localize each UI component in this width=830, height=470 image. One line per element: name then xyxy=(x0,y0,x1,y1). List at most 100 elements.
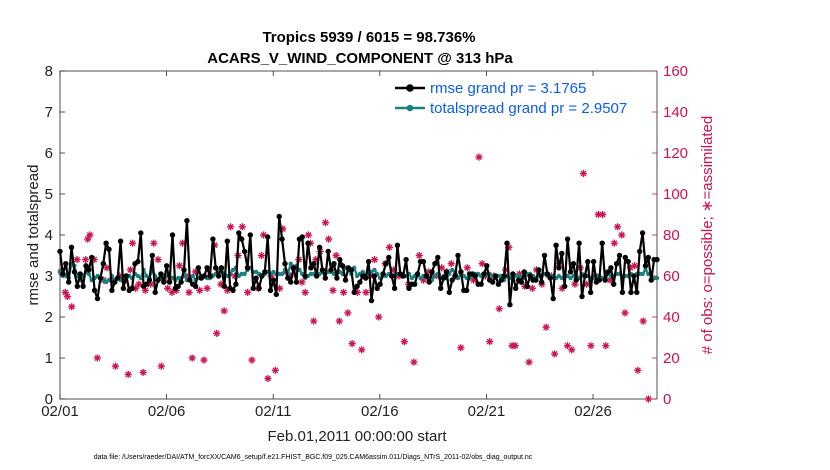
obs-marker xyxy=(525,358,533,366)
rmse-point xyxy=(161,279,167,285)
rmse-point xyxy=(97,275,104,281)
rmse-point xyxy=(351,289,357,296)
x-tick-label: 02/16 xyxy=(361,403,399,420)
rmse-point xyxy=(368,297,375,304)
rmse-point xyxy=(331,261,337,267)
y-tick-label: 3 xyxy=(45,268,53,285)
rmse-point xyxy=(175,283,181,289)
rmse-point xyxy=(241,248,248,255)
rmse-point xyxy=(80,283,86,289)
rmse-point xyxy=(74,283,81,289)
rmse-point xyxy=(654,256,660,263)
y-axis-right: 0 20 40 60 80 100 120 140 160 xyxy=(652,63,688,408)
obs-marker xyxy=(304,231,312,239)
rmse-point xyxy=(616,252,623,259)
rmse-point xyxy=(305,240,311,246)
rmse-point xyxy=(123,273,129,279)
obs-marker xyxy=(634,366,642,374)
obs-marker xyxy=(213,329,221,337)
rmse-point xyxy=(423,273,429,279)
rmse-point xyxy=(302,273,308,279)
rmse-point xyxy=(192,283,199,289)
rmse-point xyxy=(155,277,161,283)
rmse-point xyxy=(365,258,372,265)
rmse-point xyxy=(527,273,533,279)
rmse-point xyxy=(187,277,193,283)
rmse-point xyxy=(138,230,144,236)
obs-marker xyxy=(73,256,81,264)
obs-marker xyxy=(264,374,272,383)
obs-marker xyxy=(400,338,408,346)
obs-marker xyxy=(301,288,309,296)
rmse-point xyxy=(625,258,631,265)
rmse-point xyxy=(414,271,421,277)
rmse-point xyxy=(86,267,92,273)
rmse-point xyxy=(293,279,300,285)
y-tick-label: 2 xyxy=(45,309,53,326)
rmse-point xyxy=(63,261,69,267)
rmse-point xyxy=(596,277,602,283)
rmse-point xyxy=(599,240,605,246)
plot-area xyxy=(59,70,658,400)
obs-marker xyxy=(579,169,588,178)
rmse-point xyxy=(342,277,349,283)
rmse-point xyxy=(426,279,432,285)
obs-marker xyxy=(257,251,266,260)
rmse-point xyxy=(553,242,559,248)
rmse-point xyxy=(244,265,251,271)
rmse-point xyxy=(432,261,438,267)
rmse-point xyxy=(538,279,545,285)
rmse-point xyxy=(501,273,507,279)
rmse-point xyxy=(322,275,328,281)
rmse-point xyxy=(270,277,277,283)
rmse-point xyxy=(570,261,577,267)
obs-marker xyxy=(200,356,208,364)
rmse-point xyxy=(608,265,614,271)
rmse-point xyxy=(290,265,297,271)
rmse-point xyxy=(412,281,418,287)
obs-marker xyxy=(188,354,196,362)
x-tick-label: 02/06 xyxy=(148,403,186,420)
rmse-point xyxy=(507,302,513,308)
rmse-point xyxy=(71,269,78,275)
rmse-point xyxy=(648,277,654,283)
rmse-point xyxy=(576,240,582,246)
rmse-point xyxy=(567,269,574,275)
rmse-point xyxy=(265,234,271,240)
rmse-point xyxy=(622,254,628,261)
rmse-point xyxy=(164,263,170,269)
rmse-point xyxy=(556,265,562,271)
rmse-point xyxy=(443,269,450,275)
rmse-point xyxy=(438,285,444,291)
rmse-series xyxy=(57,213,660,308)
rmse-point xyxy=(285,275,291,281)
rmse-point xyxy=(472,273,478,279)
obs-marker xyxy=(463,264,471,272)
rmse-point xyxy=(256,285,262,291)
rmse-point xyxy=(541,252,548,259)
rmse-point xyxy=(247,232,253,238)
rmse-point xyxy=(259,273,265,279)
obs-marker xyxy=(276,284,284,292)
rmse-point xyxy=(406,285,412,291)
rmse-point xyxy=(316,244,323,250)
rmse-point xyxy=(639,230,646,236)
obs-marker xyxy=(631,262,639,270)
rmse-point xyxy=(204,265,210,271)
legend-rmse-label: rmse grand pr = 3.1765 xyxy=(430,80,586,97)
totalspread-point xyxy=(86,271,92,277)
obs-marker xyxy=(124,370,132,378)
obs-marker xyxy=(370,256,379,264)
rmse-point xyxy=(100,261,107,267)
rmse-point xyxy=(308,265,314,271)
rmse-point xyxy=(149,252,155,259)
rmse-point xyxy=(91,287,98,294)
obs-marker xyxy=(410,358,418,366)
y-right-tick-label: 100 xyxy=(663,186,688,203)
legend: rmse grand pr = 3.1765 totalspread grand… xyxy=(388,76,632,120)
chart-title: Tropics 5939 / 6015 = 98.736% xyxy=(262,29,475,46)
rmse-point xyxy=(195,265,202,271)
rmse-point xyxy=(484,263,490,269)
rmse-point xyxy=(585,258,591,265)
